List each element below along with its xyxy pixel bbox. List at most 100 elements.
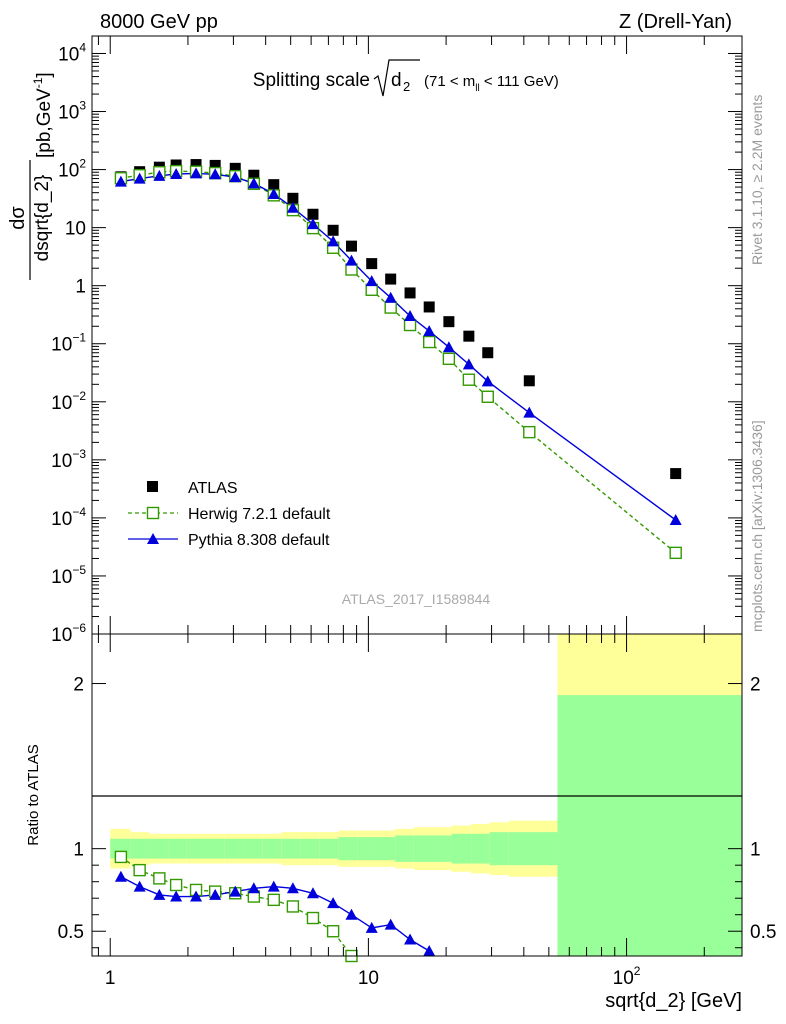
ratio-y-tick-label-right: 2	[750, 675, 761, 696]
pythia-ratio-point	[209, 888, 222, 900]
pythia-ratio-point	[345, 908, 358, 920]
pythia-ratio-point	[384, 918, 397, 930]
ratio-band-inner	[433, 835, 452, 862]
atlas-point	[404, 287, 416, 299]
atlas-point	[248, 169, 260, 181]
y-label-numerator: dσ	[7, 206, 29, 230]
atlas-point	[670, 468, 682, 480]
ratio-y-tick-label-right: 0.5	[750, 922, 776, 943]
ratio-band-inner	[357, 837, 376, 861]
plot-title-sqrt-arg: d	[391, 70, 402, 91]
x-tick-label: 102	[613, 964, 641, 989]
ratio-band-inner	[451, 833, 472, 864]
header-left: 8000 GeV pp	[100, 11, 218, 33]
pythia-point	[384, 291, 397, 303]
rivet-label: Rivet 3.1.10, ≥ 2.2M events	[749, 95, 765, 265]
herwig-ratio-point	[267, 893, 280, 907]
ratio-band-inner	[508, 832, 558, 866]
plot-title-range-pre: (71 < m	[424, 73, 475, 90]
y-tick-label: 10−3	[51, 447, 86, 472]
y-tick-label: 10	[65, 219, 86, 240]
pythia-point	[170, 167, 183, 179]
ratio-band-inner	[224, 838, 245, 859]
sqrt-sign	[373, 59, 420, 97]
herwig-point	[403, 318, 417, 332]
y-label-unit-exp: -1	[31, 77, 45, 88]
pythia-ratio-point	[365, 921, 378, 933]
x-tick-label: 1	[105, 968, 116, 989]
pythia-ratio-point	[404, 933, 417, 945]
ratio-y-tick-label: 1	[73, 840, 84, 861]
herwig-ratio-point	[153, 872, 166, 885]
herwig-ratio-point	[133, 863, 146, 877]
ratio-frame	[91, 633, 743, 957]
pythia-point	[153, 169, 166, 181]
plot-title: Splitting scale d 2 (71 < mll < 111 GeV)	[253, 59, 559, 97]
pythia-point	[286, 201, 299, 213]
atlas-point	[385, 273, 397, 285]
pythia-point	[462, 358, 475, 370]
pythia-ratio-point	[247, 882, 260, 894]
atlas-point	[345, 240, 357, 252]
atlas-point	[268, 179, 280, 191]
ratio-band-inner	[206, 838, 225, 859]
pythia-line	[120, 172, 677, 521]
atlas-point	[229, 162, 241, 174]
y-tick-label: 10−5	[51, 563, 86, 588]
herwig-ratio-point	[286, 900, 300, 913]
ratio-band-inner	[489, 832, 509, 866]
pythia-point	[229, 171, 242, 183]
ratio-band-inner	[375, 837, 396, 861]
main-series-points	[114, 159, 682, 560]
ratio-y-tick-label: 2	[73, 675, 84, 696]
pythia-ratio-point	[327, 897, 340, 909]
ratio-band-inner	[338, 837, 358, 861]
ratio-uncertainty-bands	[110, 634, 742, 956]
pythia-point	[365, 275, 378, 287]
pythia-ratio-point	[229, 885, 242, 897]
herwig-point	[481, 390, 494, 403]
pythia-point	[133, 172, 146, 184]
pythia-point	[669, 513, 682, 525]
main-x-axis	[97, 36, 705, 634]
y-tick-label: 104	[58, 40, 86, 65]
ratio-x-axis: 1 10 102	[97, 634, 705, 989]
header-right: Z (Drell-Yan)	[619, 11, 732, 33]
y-tick-label: 10−4	[51, 505, 86, 530]
pythia-point	[190, 167, 203, 179]
pythia-point	[267, 187, 280, 199]
pythia-ratio-point	[306, 887, 319, 899]
atlas-point	[307, 208, 319, 220]
ratio-series-lines	[120, 856, 430, 957]
pythia-point	[247, 177, 260, 189]
main-series-lines	[120, 170, 677, 554]
herwig-ratio-line	[120, 856, 353, 957]
ratio-band-inner	[281, 838, 301, 859]
y-tick-label: 103	[58, 99, 86, 124]
pythia-point	[481, 375, 494, 387]
legend-marker-herwig	[146, 506, 160, 520]
pythia-ratio-point	[423, 945, 436, 957]
ratio-band-inner	[244, 838, 263, 859]
plot-title-range-post: < 111 GeV)	[480, 73, 559, 90]
atlas-point	[366, 258, 378, 270]
legend-marker-pythia	[147, 533, 159, 544]
atlas-point	[423, 301, 435, 313]
herwig-ratio-point	[114, 850, 128, 864]
herwig-ratio-point	[326, 925, 340, 938]
pythia-point	[404, 310, 417, 322]
herwig-point	[523, 425, 536, 439]
atlas-point	[443, 316, 455, 328]
legend: ATLAS Herwig 7.2.1 default Pythia 8.308 …	[128, 480, 331, 549]
ratio-panel: 2 2 1 1 0.5 0.5 1 10 102 Ratio to ATLAS sqrt{d_…	[25, 633, 776, 1012]
y-label-unit-post: ]	[34, 72, 55, 77]
herwig-line	[120, 170, 677, 554]
legend-label-atlas: ATLAS	[188, 480, 238, 497]
pythia-point	[345, 254, 358, 266]
atlas-point	[327, 224, 339, 236]
ratio-y-tick-label-right: 1	[750, 840, 761, 861]
pythia-point	[523, 406, 536, 418]
atlas-point	[482, 347, 494, 359]
herwig-point	[345, 263, 358, 276]
